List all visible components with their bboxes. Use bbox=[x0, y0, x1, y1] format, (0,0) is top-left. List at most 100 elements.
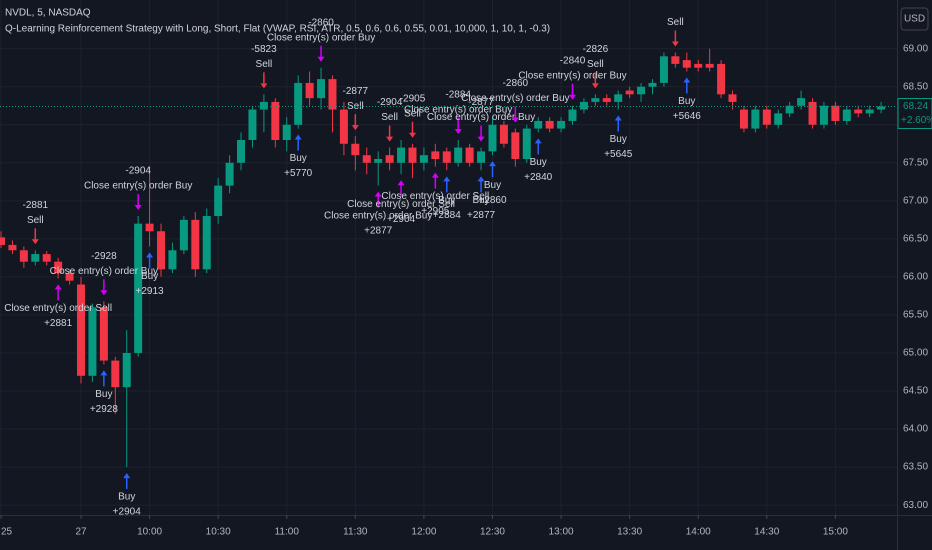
signal-label: +5646 bbox=[673, 111, 702, 122]
x-tick-label: 14:30 bbox=[754, 527, 779, 538]
candle-body bbox=[591, 98, 600, 102]
candle-body bbox=[225, 162, 234, 186]
candle-body bbox=[65, 273, 74, 281]
signal-label: Close entry(s) order Buy bbox=[267, 32, 375, 43]
candle-body bbox=[442, 151, 451, 163]
y-tick-label: 66.00 bbox=[903, 272, 928, 283]
signal: -2877 Close entry(s) order Buy bbox=[427, 97, 535, 142]
signal-label: Close entry(s) order Sell bbox=[4, 303, 112, 314]
candle-body bbox=[397, 147, 406, 163]
signal: -2881 Sell bbox=[23, 200, 49, 245]
signal-label: +5770 bbox=[284, 168, 313, 179]
candle-body bbox=[659, 56, 668, 83]
candle-body bbox=[785, 105, 794, 114]
signal-label: -2884 bbox=[445, 90, 471, 101]
signal-label: -2928 bbox=[91, 251, 117, 262]
signal-arrow-head bbox=[146, 252, 154, 258]
signal-label: Close entry(s) order Sell bbox=[381, 191, 489, 202]
signal: -2877 Sell bbox=[343, 86, 369, 131]
signal-label: Sell bbox=[381, 112, 398, 123]
candle-body bbox=[431, 151, 440, 159]
signal-label: Sell bbox=[587, 59, 604, 70]
candle-body bbox=[705, 63, 714, 68]
candle-body bbox=[42, 254, 51, 262]
signal-arrow-head bbox=[488, 161, 496, 167]
signal-label: +2928 bbox=[90, 404, 119, 415]
y-tick-label: 65.00 bbox=[903, 348, 928, 359]
signal-label: Sell bbox=[667, 17, 684, 28]
signal: -2860 Close entry(s) order Buy bbox=[461, 78, 570, 123]
candle-body bbox=[728, 94, 737, 102]
signal-label: Close entry(s) order Sell bbox=[347, 199, 455, 210]
signal: Buy +5770 bbox=[284, 134, 313, 179]
candle-body bbox=[682, 60, 691, 68]
candle-body bbox=[0, 237, 5, 245]
signal-arrow-head bbox=[408, 132, 416, 138]
candle-body bbox=[751, 109, 760, 129]
candle-body bbox=[739, 109, 748, 129]
signal: Buy +5646 bbox=[673, 77, 702, 122]
signal-label: -2877 bbox=[468, 97, 494, 108]
y-tick-label: 68.50 bbox=[903, 81, 928, 92]
candle-body bbox=[259, 101, 268, 110]
x-tick-label: 25 bbox=[1, 527, 13, 538]
signal-arrow-head bbox=[477, 136, 485, 142]
candle-body bbox=[545, 120, 554, 129]
candle-body bbox=[454, 147, 463, 163]
x-tick-label: 13:00 bbox=[549, 527, 574, 538]
strategy-title: Q-Learning Reinforcement Strategy with L… bbox=[5, 24, 550, 35]
candle-body bbox=[762, 109, 771, 125]
signal-label: Close entry(s) order Buy bbox=[84, 181, 192, 192]
signal: Close entry(s) order Buy +2877 bbox=[324, 191, 432, 236]
signal: Buy +2877 bbox=[467, 176, 496, 221]
signal-label: -5823 bbox=[251, 44, 277, 55]
signal-arrow-head bbox=[374, 191, 382, 197]
last-price-label: 68.24 bbox=[903, 101, 928, 112]
candle-body bbox=[294, 82, 303, 125]
candle-body bbox=[499, 124, 508, 144]
x-tick-label: 12:30 bbox=[480, 527, 505, 538]
y-tick-label: 69.00 bbox=[903, 43, 928, 54]
signal-label: -2905 bbox=[400, 93, 426, 104]
signal-label: -2860 bbox=[308, 17, 334, 28]
last-price-box bbox=[897, 97, 932, 129]
currency-label[interactable]: USD bbox=[904, 14, 925, 25]
candle-body bbox=[797, 98, 806, 106]
signal: -2904 Close entry(s) order Buy bbox=[84, 166, 192, 211]
candle-body bbox=[579, 101, 588, 110]
candle-body bbox=[305, 82, 314, 99]
candle-body bbox=[111, 360, 120, 388]
candle-body bbox=[339, 109, 348, 144]
signal-arrow-head bbox=[351, 125, 359, 131]
signal-arrow-head bbox=[54, 284, 62, 290]
candle-body bbox=[408, 147, 417, 163]
signal: Buy +2884 bbox=[433, 176, 461, 221]
currency-box[interactable] bbox=[900, 7, 929, 31]
signal-label: -2860 bbox=[503, 78, 529, 89]
signal-label: +2904 bbox=[113, 507, 142, 518]
x-tick-label: 15:00 bbox=[823, 527, 848, 538]
candle-body bbox=[819, 105, 828, 125]
signal-arrow-head bbox=[397, 180, 405, 186]
x-tick-label: 14:00 bbox=[686, 527, 711, 538]
candle-body bbox=[374, 158, 383, 163]
candle-body bbox=[145, 223, 154, 232]
signal: Close entry(s) order Sell +2905 bbox=[381, 172, 489, 217]
candle-body bbox=[248, 109, 257, 140]
candle-body bbox=[671, 56, 680, 64]
candle-body bbox=[568, 109, 577, 121]
signal-arrow-head bbox=[443, 176, 451, 182]
signal-label: -2826 bbox=[583, 44, 609, 55]
signal: -2904 Sell bbox=[377, 97, 403, 142]
candle-body bbox=[808, 101, 817, 125]
signal-arrow-head bbox=[100, 290, 108, 296]
signal-label: Sell bbox=[256, 59, 273, 70]
candle-body bbox=[637, 86, 646, 95]
signal: Buy +2904 bbox=[113, 473, 142, 518]
signal-label: -2904 bbox=[125, 166, 151, 177]
candle-body bbox=[362, 155, 371, 163]
candle-body bbox=[282, 124, 291, 140]
signal: -2826 Sell bbox=[583, 44, 609, 89]
signal-label: Close entry(s) order Buy bbox=[461, 93, 569, 104]
